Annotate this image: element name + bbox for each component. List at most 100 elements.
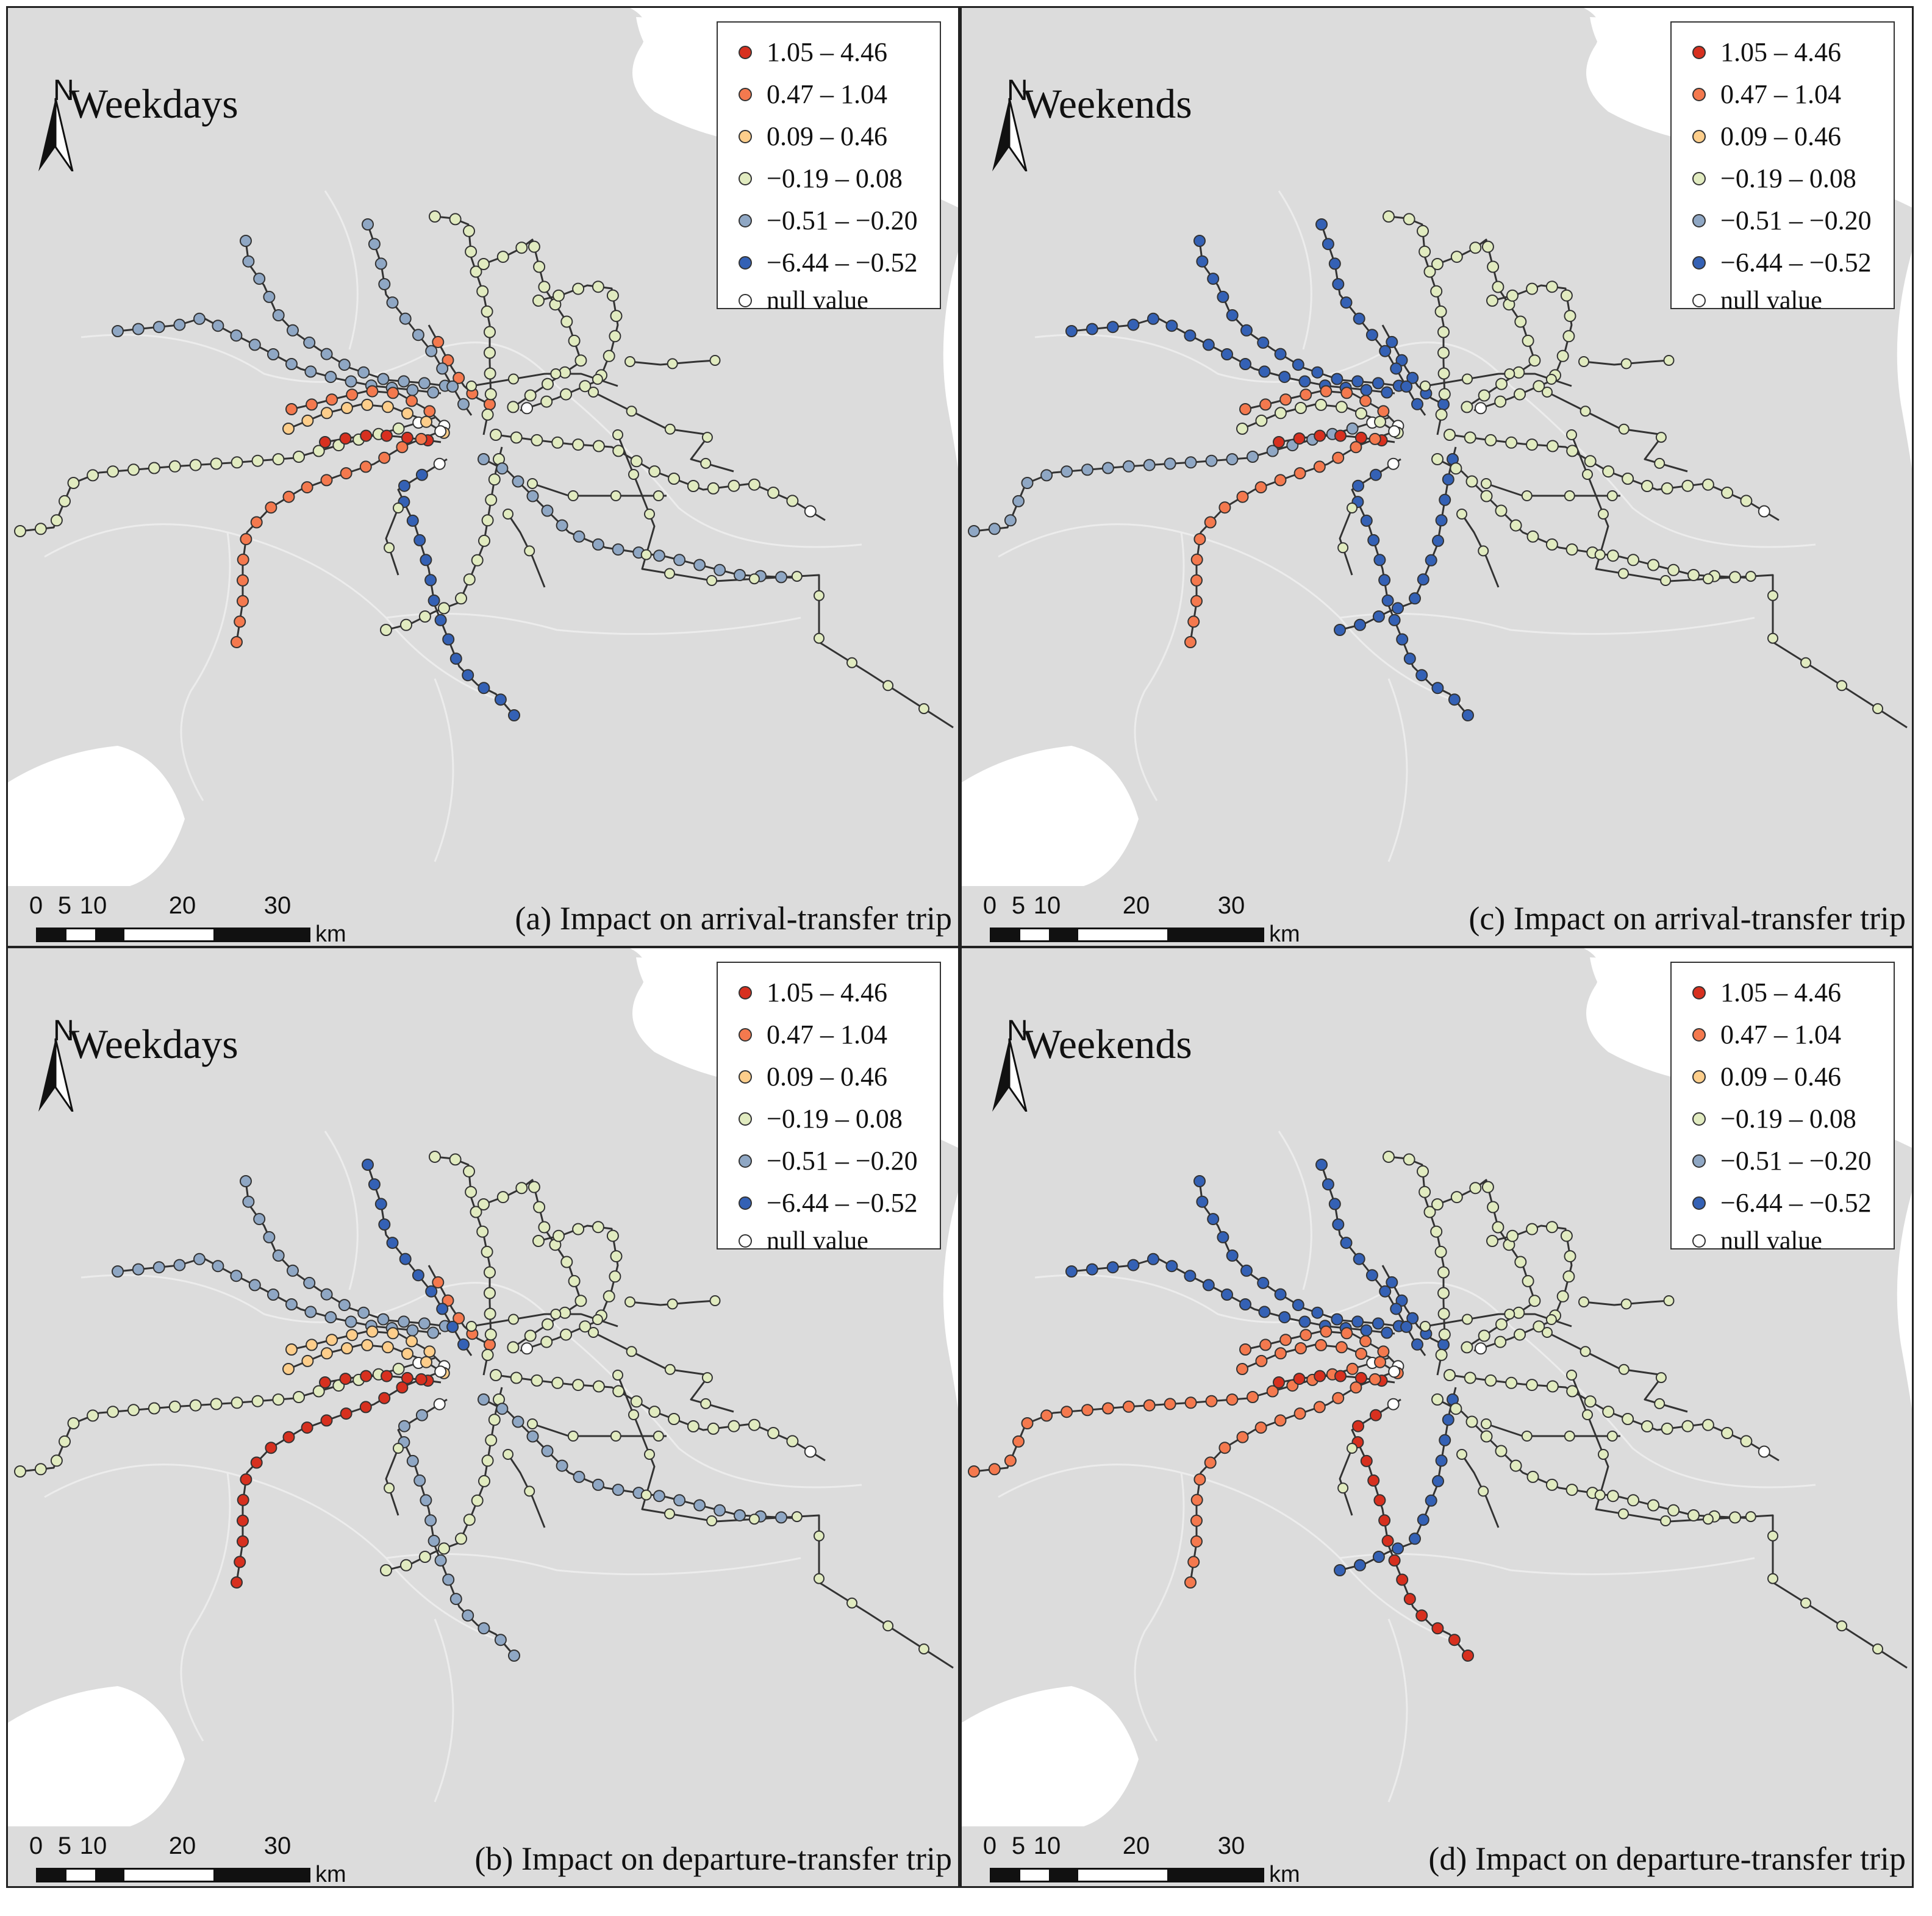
metro-station [384,542,395,554]
metro-station [378,451,391,464]
metro-station [521,1342,533,1355]
metro-station [603,349,615,362]
metro-station [360,429,373,442]
north-arrow: N [20,978,81,1112]
metro-station [319,436,331,448]
metro-station [968,1465,980,1478]
metro-station [1486,295,1498,307]
metro-station [1481,1181,1494,1193]
metro-station [304,365,317,378]
metro-station [14,525,26,537]
metro-station [693,559,706,571]
metro-station [412,1269,424,1282]
metro-station [572,438,584,451]
metro-station [132,323,145,335]
metro-station [882,1620,894,1632]
legend-item: −0.19 – 0.08 [736,1098,934,1140]
metro-station [1478,1329,1490,1342]
metro-station [1106,321,1119,334]
metro-station [1259,1339,1272,1351]
metro-station [231,636,243,648]
metro-station [1406,1312,1419,1324]
metro-station [1462,1650,1474,1662]
metro-station [1435,1454,1448,1467]
scale-tick-label: 5 [1011,892,1026,919]
metro-station [1184,456,1197,469]
metro-station [667,358,678,370]
metro-station [1509,1459,1522,1472]
metro-station [1127,318,1140,331]
metro-line [385,507,399,576]
metro-station [1190,1535,1203,1548]
metro-line [1570,434,1908,729]
metro-station [668,473,681,485]
metro-station [568,334,581,347]
metro-station [484,398,496,410]
metro-station [1392,602,1404,615]
metro-station [1354,431,1367,444]
metro-station [148,1402,160,1415]
metro-station [1236,490,1249,503]
metro-station [427,386,440,399]
north-arrow: N [974,978,1035,1112]
metro-station [540,395,553,408]
metro-station [1431,258,1444,270]
metro-station [1494,1335,1507,1348]
metro-station [1372,1317,1384,1330]
metro-station [1654,457,1665,469]
district-boundary [324,190,359,350]
legend-item-null: null value [736,1224,934,1258]
metro-station [1435,1348,1448,1361]
metro-station [606,1229,619,1242]
metro-station [1504,368,1515,379]
metro-station [1660,1515,1672,1526]
metro-station [1332,451,1345,464]
metro-station [1438,388,1451,401]
metro-station [212,1260,224,1273]
metro-station [1661,1422,1673,1435]
district-boundary [44,1464,509,1645]
metro-station [1012,1435,1025,1448]
metro-station [212,320,224,332]
metro-station [1334,429,1347,442]
metro-station [1564,1431,1575,1442]
metro-station [392,422,405,435]
metro-station [728,1420,740,1432]
metro-station [377,373,390,385]
panel-title: Weekends [1023,1021,1192,1067]
metro-station [1729,1511,1741,1524]
metro-station [112,1265,124,1278]
metro-station [1315,1159,1328,1171]
metro-station [386,296,399,309]
metro-station [1274,348,1287,360]
map-panel-b: N Weekdays 1.05 – 4.46 0.47 – 1.04 0.09 – … [6,946,960,1888]
metro-station [470,265,482,278]
metro-station [240,1473,252,1486]
metro-station [304,1306,317,1318]
metro-station [152,1261,165,1274]
metro-station [528,240,540,253]
metro-station [1533,1320,1545,1333]
metro-station [1514,315,1527,328]
metro-station [320,1414,333,1427]
metro-station [250,516,263,529]
metro-station [1566,429,1577,440]
metro-station [434,425,447,438]
metro-station [507,401,520,413]
metro-station [510,1371,523,1384]
metro-station [406,514,419,527]
metro-station [524,389,537,402]
metro-station [1381,386,1394,399]
metro-station [1332,278,1345,290]
metro-station [1836,680,1848,692]
legend-label: 1.05 – 4.46 [1720,978,1841,1007]
metro-station [396,1381,409,1394]
metro-station [1369,468,1382,481]
metro-line [1339,1448,1353,1516]
metro-station [748,478,760,491]
metro-station [401,1348,413,1360]
metro-station [429,210,441,223]
legend-swatch [1692,1070,1706,1084]
metro-station [653,549,665,562]
metro-station [1435,514,1448,527]
